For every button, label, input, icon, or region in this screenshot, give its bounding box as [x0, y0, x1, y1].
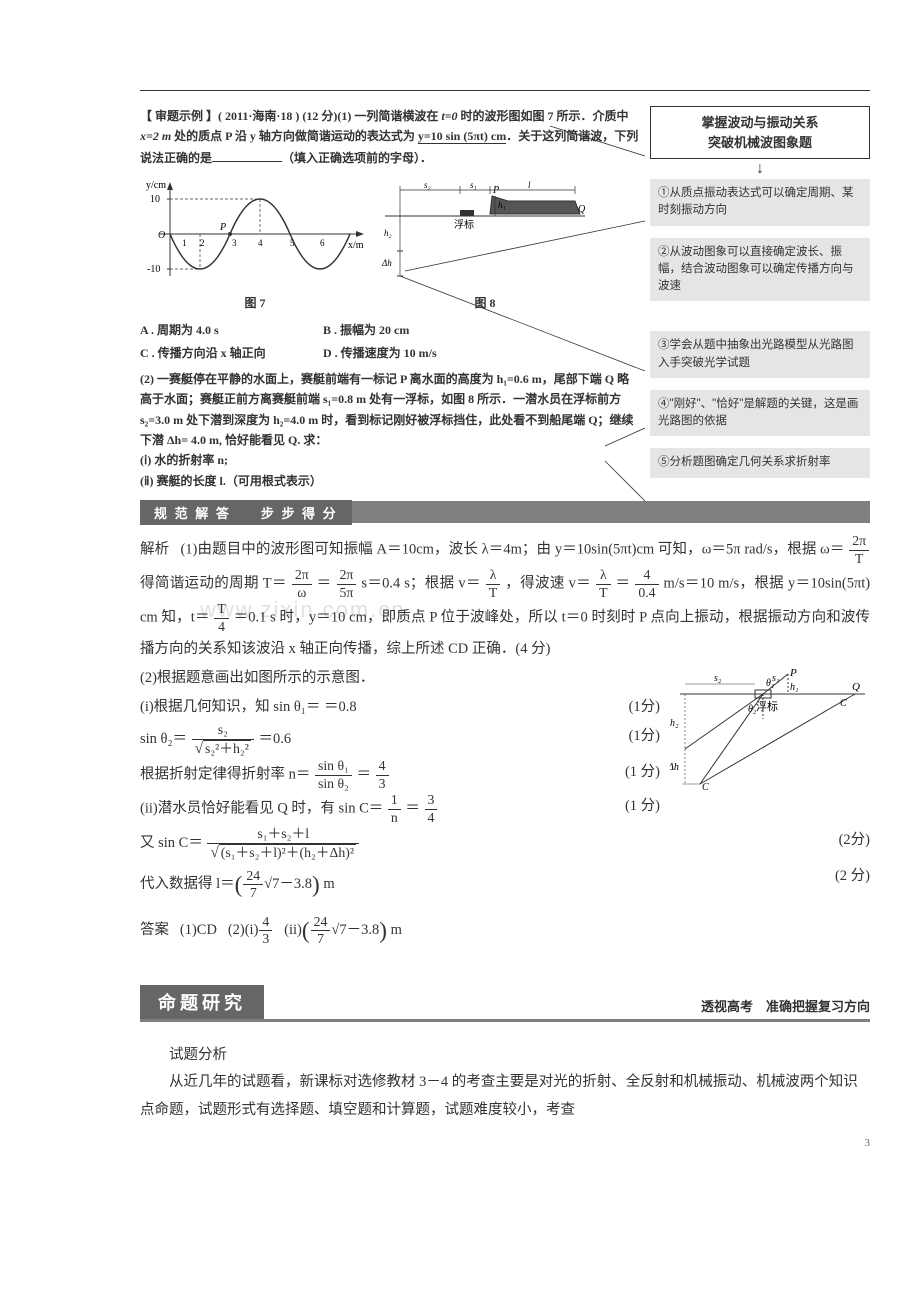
problem-part2: (2) 一赛艇停在平静的水面上，赛艇前端有一标记 P 离水面的高度为 h₁=0.…: [140, 369, 640, 451]
svg-text:6: 6: [320, 238, 325, 248]
svg-text:y/cm: y/cm: [146, 180, 166, 191]
problem-header: 【 审题示例 】( 2011·海南·18 ): [140, 109, 299, 123]
analysis-para: 从近几年的试题看，新课标对选修教材 3－4 的考查主要是对光的折射、全反射和机械…: [140, 1069, 870, 1124]
choice-a: A . 周期为 4.0 s: [140, 319, 320, 342]
problem-points: (12 分): [302, 109, 337, 123]
svg-text:-10: -10: [147, 264, 160, 275]
svg-text:P: P: [219, 222, 226, 233]
analysis-heading: 试题分析: [140, 1042, 870, 1070]
svg-text:θ₁: θ₁: [766, 678, 774, 689]
sidebar-box-5: ⑤分析题图确定几何关系求折射率: [650, 448, 870, 477]
fig8-caption: 图 8: [380, 294, 590, 311]
research-subtitle: 透视高考 准确把握复习方向: [701, 996, 870, 1019]
svg-text:s₁: s₁: [470, 180, 477, 190]
svg-text:Q: Q: [578, 204, 586, 215]
svg-text:s₂: s₂: [424, 180, 431, 190]
answer-blank: [212, 147, 282, 162]
svg-text:θ₂: θ₂: [748, 704, 757, 715]
figure-7: y/cm x/m O 10 -10 1: [140, 176, 370, 311]
svg-text:s₂: s₂: [714, 673, 722, 684]
svg-text:P: P: [492, 185, 499, 196]
svg-text:3: 3: [232, 238, 237, 248]
svg-text:Δh: Δh: [381, 258, 392, 268]
svg-text:O: O: [158, 230, 165, 241]
figures-row: y/cm x/m O 10 -10 1: [140, 176, 640, 311]
question-ii: (ⅱ) 赛艇的长度 l.（可用根式表示）: [140, 471, 640, 491]
problem-column: 【 审题示例 】( 2011·海南·18 ) (12 分)(1) 一列简谐横波在…: [140, 106, 640, 491]
svg-text:10: 10: [150, 194, 160, 205]
frac-2pi-T: 2πT: [849, 533, 869, 567]
svg-text:4: 4: [258, 238, 263, 248]
svg-text:1: 1: [182, 238, 187, 248]
analysis-body: 试题分析 从近几年的试题看，新课标对选修教材 3－4 的考查主要是对光的折射、全…: [140, 1042, 870, 1125]
boat-diagram: 浮标 P h₁ Q s₂: [380, 176, 590, 286]
choice-b: B . 振幅为 20 cm: [323, 319, 503, 342]
down-arrow-icon: ↓: [650, 161, 870, 177]
svg-text:浮标: 浮标: [756, 699, 778, 713]
wave-graph: y/cm x/m O 10 -10 1: [140, 176, 370, 286]
section-bar-research: 命题研究 透视高考 准确把握复习方向: [140, 985, 870, 1022]
page-number: 3: [865, 1137, 871, 1149]
answer-label: 答案: [140, 922, 169, 938]
solution-body: www.zixin.com.cn 解析 (1)由题目中的波形图可知振幅 A＝10…: [140, 533, 870, 955]
svg-text:浮标: 浮标: [454, 219, 474, 231]
question-i: (ⅰ) 水的折射率 n;: [140, 450, 640, 470]
svg-text:C: C: [702, 782, 709, 793]
svg-text:h₁: h₁: [790, 682, 798, 693]
svg-text:l: l: [528, 180, 531, 190]
problem-statement: 【 审题示例 】( 2011·海南·18 ) (12 分)(1) 一列简谐横波在…: [140, 106, 640, 168]
svg-text:h₂: h₂: [670, 718, 679, 729]
svg-text:h₁: h₁: [498, 200, 506, 210]
sidebar-box-3: ③学会从题中抽象出光路模型从光路图入手突破光学试题: [650, 331, 870, 378]
fig7-caption: 图 7: [140, 294, 370, 311]
answer-choices: A . 周期为 4.0 s B . 振幅为 20 cm C . 传播方向沿 x …: [140, 319, 640, 365]
svg-text:x/m: x/m: [348, 240, 364, 251]
svg-text:C: C: [840, 698, 847, 709]
equation-y: y=10 sin (5πt) cm: [418, 129, 506, 144]
top-section: 【 审题示例 】( 2011·海南·18 ) (12 分)(1) 一列简谐横波在…: [140, 106, 870, 491]
svg-text:2: 2: [200, 238, 205, 248]
svg-text:P: P: [789, 667, 797, 679]
choice-c: C . 传播方向沿 x 轴正向: [140, 342, 320, 365]
sidebar-title: 掌握波动与振动关系 突破机械波图象题: [650, 106, 870, 159]
figure-8: 浮标 P h₁ Q s₂: [380, 176, 590, 311]
solution-label: 解析: [140, 541, 169, 557]
research-label: 命题研究: [140, 985, 264, 1019]
sidebar-box-1: ①从质点振动表达式可以确定周期、某时刻振动方向: [650, 179, 870, 226]
svg-text:h₂: h₂: [384, 228, 392, 238]
top-rule: [140, 90, 870, 91]
sidebar: 掌握波动与振动关系 突破机械波图象题 ↓ ①从质点振动表达式可以确定周期、某时刻…: [650, 106, 870, 491]
sidebar-box-2: ②从波动图象可以直接确定波长、振幅，结合波动图象可以确定传播方向与波速: [650, 238, 870, 302]
solution-diagram: 浮标 P h₁ Q s₂ s₁ θ₁ θ₂ C h₂ Δh: [670, 664, 870, 794]
section-bar-label: 规 范 解 答 步 步 得 分: [140, 500, 352, 525]
section-bar-solution: 规 范 解 答 步 步 得 分: [140, 501, 870, 523]
svg-text:Q: Q: [852, 681, 860, 693]
svg-text:Δh: Δh: [670, 762, 679, 773]
choice-d: D . 传播速度为 10 m/s: [323, 342, 503, 365]
sidebar-box-4: ④"刚好"、"恰好"是解题的关键，这是画光路图的依据: [650, 390, 870, 437]
